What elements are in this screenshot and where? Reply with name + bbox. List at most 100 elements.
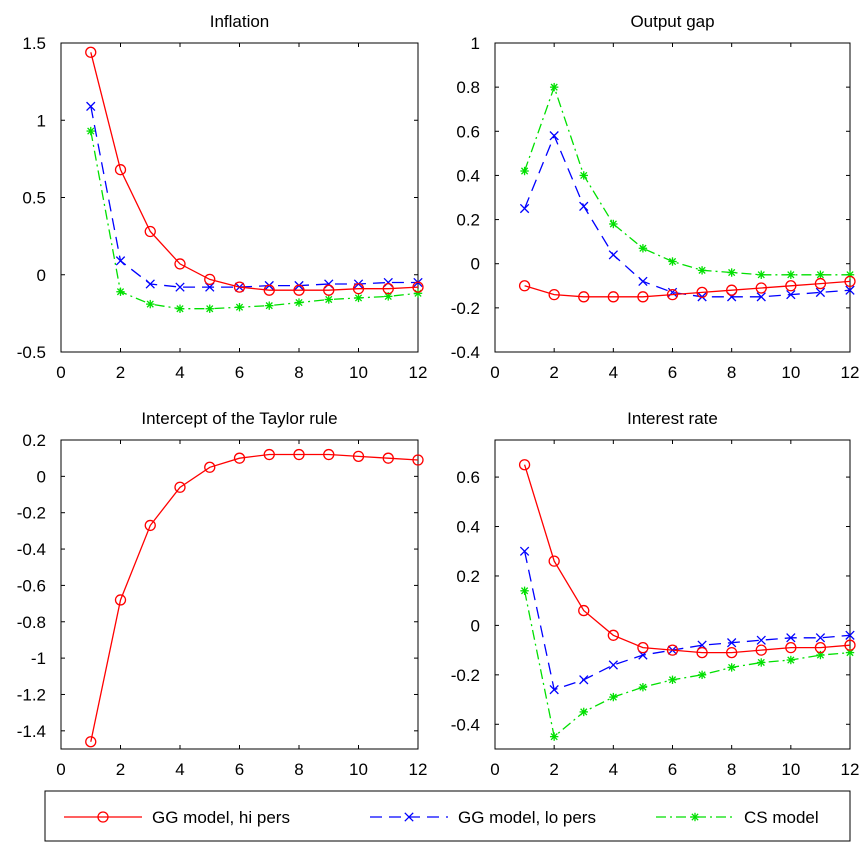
legend-marker	[690, 812, 700, 822]
y-tick-label: -0.2	[451, 666, 480, 685]
data-point: CS model (2, 0.8)	[549, 82, 559, 92]
data-point: GG model, hi pers (11, -0.09)	[814, 641, 827, 654]
x-tick-label: 2	[116, 760, 125, 779]
data-point: GG model, hi pers (11, -0.09)	[382, 283, 394, 295]
data-point: GG model, hi pers (6, -0.08)	[233, 281, 246, 293]
data-point: GG model, lo pers (5, -0.08)	[638, 276, 648, 287]
data-point: GG model, hi pers (9, -0.1)	[755, 644, 767, 656]
data-point: CS model (10, -0.14)	[786, 655, 796, 665]
data-point: GG model, hi pers (4, -0.15)	[607, 291, 619, 303]
panel-title: Intercept of the Taylor rule	[141, 409, 337, 428]
panel-4: Interest rate 0 2 4 6 8 10 12 -0.4 -0.2 0 0.2 0.4 0.6…	[451, 409, 860, 779]
legend-entry: GG model, lo pers	[370, 808, 596, 827]
data-point: GG model, hi pers (6, -0.14)	[666, 288, 679, 301]
x-tick-label: 2	[116, 363, 125, 382]
data-point: GG model, hi pers (8, -0.11)	[726, 646, 738, 659]
data-point: GG model, hi pers (12, -0.08)	[844, 275, 856, 288]
data-point: GG model, hi pers (1, 0.65)	[518, 459, 531, 471]
data-point: GG model, lo pers (10, -0.05)	[786, 633, 796, 643]
series-line	[523, 464, 851, 654]
data-point: GG model, hi pers (2, 0.68)	[114, 164, 127, 176]
data-point: CS model (9, -0.15)	[757, 658, 766, 667]
series-cs-model: CS model (1, 0.14) CS model (2, -0.45) CS …	[520, 586, 855, 741]
data-point: CS model (5, -0.22)	[205, 304, 214, 313]
y-tick-label: 0	[471, 255, 480, 274]
data-point: GG model, hi pers (2, 0.26)	[548, 555, 560, 567]
panel-2: Output gap 0 2 4 6 8 10 12 -0.4 -0.2 0 0.2 0.4 0.6 0.8…	[451, 12, 860, 382]
y-tick-label: 1	[37, 111, 46, 130]
legend: GG model, hi pers GG model, lo pers CS mod…	[44, 790, 851, 842]
x-tick-label: 6	[668, 363, 677, 382]
x-tick-label: 10	[349, 363, 368, 382]
legend-entry: CS model	[656, 808, 819, 827]
data-point: GG model, hi pers (9, -0.1)	[323, 284, 335, 296]
data-point: GG model, hi pers (11, 0.1)	[382, 452, 394, 464]
data-point: GG model, hi pers (3, 0.06)	[578, 604, 590, 617]
data-point: GG model, lo pers (9, -0.06)	[756, 635, 766, 645]
data-point: GG model, hi pers (7, -0.11)	[696, 646, 708, 659]
x-tick-label: 8	[294, 363, 303, 382]
y-tick-label: 0.2	[456, 567, 480, 586]
x-tick-label: 4	[175, 363, 184, 382]
data-point: GG model, hi pers (3, -0.15)	[578, 291, 590, 303]
x-tick-label: 4	[609, 760, 618, 779]
data-point: CS model (5, 0.07)	[638, 244, 648, 253]
x-tick-label: 10	[781, 760, 800, 779]
x-tick-label: 12	[841, 363, 860, 382]
data-point: GG model, hi pers (12, -0.08)	[412, 281, 424, 293]
x-tick-label: 12	[841, 760, 860, 779]
legend-label: CS model	[744, 808, 819, 827]
x-tick-label: 2	[549, 760, 558, 779]
data-point: GG model, hi pers (10, -0.1)	[785, 280, 797, 292]
data-point: GG model, hi pers (5, -0.15)	[637, 291, 649, 303]
series-line	[523, 133, 851, 298]
data-point: CS model (1, 0.93)	[86, 126, 95, 136]
data-point: GG model, hi pers (6, -0.1)	[666, 644, 679, 656]
data-point: GG model, lo pers (9, -0.15)	[756, 292, 766, 302]
axes-frame	[494, 42, 851, 353]
x-tick-label: 10	[349, 760, 368, 779]
data-point: CS model (1, 0.14)	[520, 586, 529, 595]
data-point: CS model (3, 0.4)	[579, 171, 588, 180]
data-point: CS model (4, -0.22)	[175, 304, 185, 313]
series-gg-model-lo-pers: GG model, lo pers (1, 0.3) GG model, lo p…	[519, 546, 855, 695]
y-tick-label: 0	[37, 467, 46, 486]
x-tick-label: 0	[490, 363, 499, 382]
data-point: GG model, hi pers (9, -0.11)	[755, 282, 767, 294]
data-point: GG model, hi pers (5, -0.09)	[637, 641, 649, 654]
data-point: GG model, hi pers (9, 0.12)	[323, 448, 335, 461]
x-tick-label: 12	[409, 760, 428, 779]
series-line	[523, 85, 850, 276]
data-point: GG model, hi pers (1, 1.44)	[85, 46, 97, 58]
y-tick-label: -1	[31, 649, 46, 668]
y-tick-label: -0.4	[451, 343, 480, 362]
data-point: CS model (6, 0.01)	[668, 257, 677, 266]
panel-title: Inflation	[210, 12, 270, 31]
series-line	[90, 130, 419, 310]
data-point: CS model (10, -0.05)	[786, 270, 796, 279]
y-tick-label: -1.2	[17, 685, 46, 704]
y-tick-label: -0.5	[17, 343, 46, 362]
series-cs-model: CS model (1, 0.93) CS model (2, -0.11) CS …	[86, 126, 423, 313]
y-tick-label: 0.2	[456, 211, 480, 230]
y-tick-label: 0	[37, 266, 46, 285]
x-tick-label: 6	[668, 760, 677, 779]
data-point: GG model, lo pers (1, 0.25)	[519, 203, 530, 214]
data-point: GG model, lo pers (3, 0.26)	[579, 201, 589, 211]
y-tick-label: 0.5	[22, 189, 46, 208]
data-point: CS model (6, -0.22)	[668, 675, 677, 684]
data-point: CS model (7, -0.2)	[697, 670, 707, 680]
data-point: CS model (9, -0.05)	[757, 270, 766, 279]
series-line	[524, 280, 851, 298]
y-tick-label: 0.4	[456, 518, 480, 537]
data-point: CS model (8, -0.17)	[727, 663, 736, 672]
panel-title: Interest rate	[627, 409, 718, 428]
data-point: GG model, hi pers (5, 0.05)	[204, 461, 216, 473]
data-point: GG model, lo pers (2, -0.26)	[549, 685, 559, 695]
data-point: GG model, hi pers (6, 0.1)	[233, 452, 246, 464]
data-point: CS model (7, -0.03)	[697, 266, 707, 275]
data-point: GG model, lo pers (5, -0.08)	[205, 282, 215, 292]
data-point: CS model (5, -0.25)	[638, 683, 648, 692]
x-tick-label: 10	[781, 363, 800, 382]
legend-box	[44, 790, 851, 842]
